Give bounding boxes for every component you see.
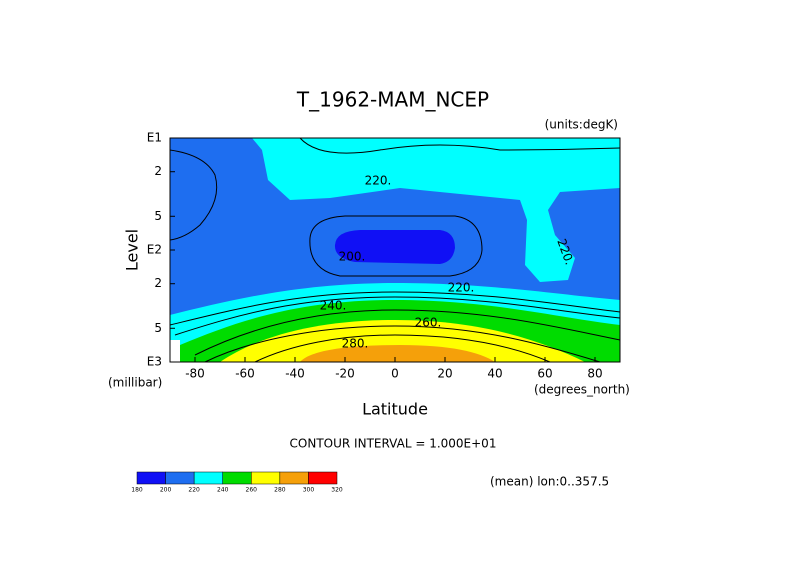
contour-line: [174, 296, 621, 336]
contour-label: 200.: [339, 250, 366, 264]
footnote: (mean) lon:0..357.5: [490, 475, 609, 489]
colorbar-box: [136, 471, 166, 485]
contour-line: [194, 309, 621, 356]
x-tick-label: 60: [537, 367, 552, 381]
colorbar-box: [193, 471, 223, 485]
y-tick-label: 5: [154, 209, 162, 223]
contour-line: [309, 215, 483, 277]
contour-line: [204, 325, 601, 363]
x-tick-label: 0: [391, 367, 399, 381]
y-axis-label: Level: [123, 229, 142, 271]
colorbar-label: 300: [303, 487, 315, 494]
colorbar-box: [222, 471, 252, 485]
y-units: (millibar): [108, 376, 162, 390]
contour-line: [299, 137, 621, 154]
contour-lines: [169, 137, 621, 363]
colorbar-box: [251, 471, 281, 485]
y-tick-label: E3: [147, 355, 162, 369]
contour-label: 240.: [320, 299, 347, 313]
contour-label: 280.: [342, 337, 369, 351]
units-note: (units:degK): [545, 118, 618, 132]
colorbar-label: 280: [274, 487, 286, 494]
contour-fill: [170, 138, 620, 362]
y-tick-label: 2: [154, 276, 162, 290]
colorbar-label: 260: [246, 487, 258, 494]
missing-area: [170, 340, 180, 362]
y-tick-label: 5: [154, 321, 162, 335]
colorbar-label: 180: [131, 487, 143, 494]
colorbar-box: [308, 471, 338, 485]
chart-title: T_1962-MAM_NCEP: [296, 88, 489, 112]
contour-region: [334, 230, 455, 264]
x-tick-label: 80: [587, 367, 602, 381]
x-tick-label: -60: [235, 367, 255, 381]
x-tick-label: -20: [335, 367, 355, 381]
colorbar-label: 320: [331, 487, 343, 494]
x-axis-label: Latitude: [362, 400, 428, 419]
colorbar-label: 240: [217, 487, 229, 494]
x-tick-label: -40: [285, 367, 305, 381]
contour-interval: CONTOUR INTERVAL = 1.000E+01: [290, 437, 497, 451]
colorbar-box: [279, 471, 309, 485]
x-tick-label: -80: [185, 367, 205, 381]
contour-label: 260.: [415, 316, 442, 330]
colorbar-label: 220: [188, 487, 200, 494]
contour-line: [169, 291, 621, 326]
contour-region: [252, 138, 620, 282]
x-tick-label: 40: [487, 367, 502, 381]
contour-line: [169, 149, 218, 241]
x-units: (degrees_north): [534, 383, 630, 397]
contour-label: 220.: [448, 281, 475, 295]
contour-region: [220, 320, 585, 362]
contour-label: 220.: [365, 174, 392, 188]
y-tick-label: E2: [147, 243, 162, 257]
contour-line: [254, 334, 551, 363]
y-tick-label: E1: [147, 131, 162, 145]
colorbar-box: [165, 471, 195, 485]
y-tick-label: 2: [154, 164, 162, 178]
colorbar-label: 200: [160, 487, 172, 494]
x-tick-label: 20: [437, 367, 452, 381]
contour-region: [300, 345, 495, 362]
